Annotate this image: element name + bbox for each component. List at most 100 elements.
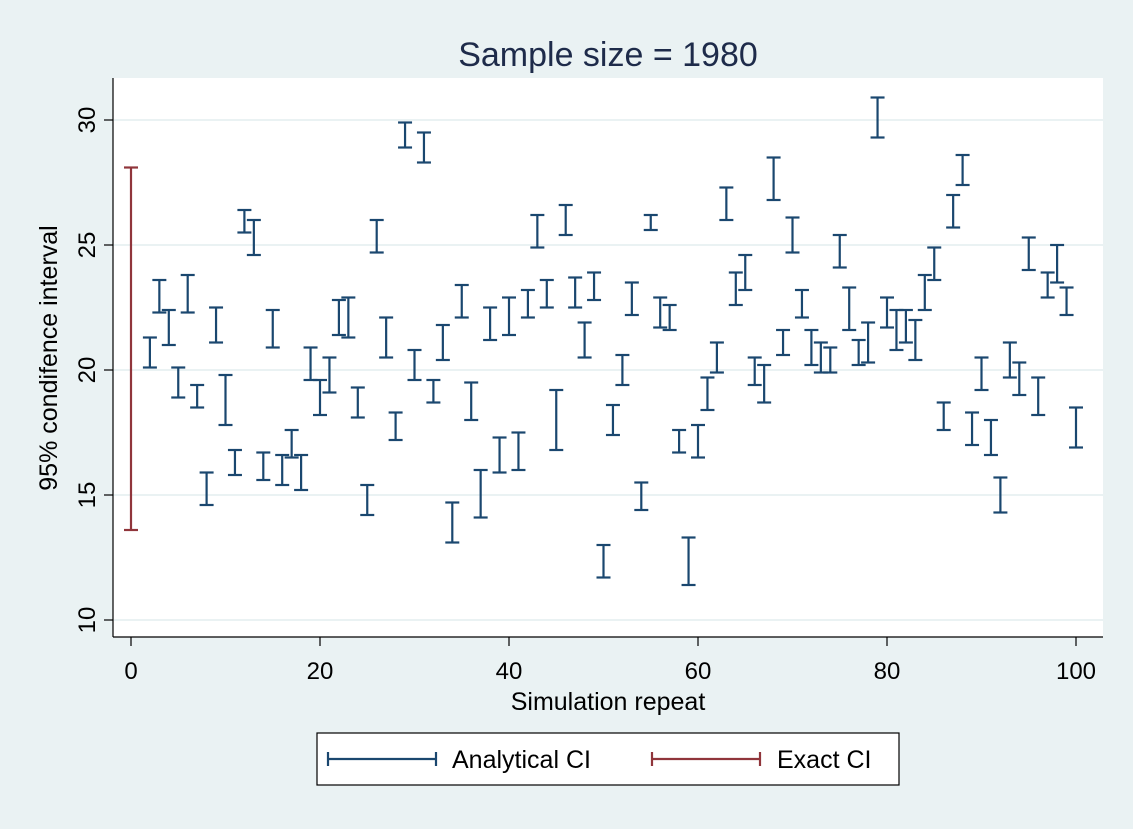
- legend-label: Exact CI: [777, 746, 871, 774]
- analytical-ci-bar: [983, 418, 998, 457]
- analytical-ci-bar: [369, 218, 384, 254]
- x-tick-label: 20: [307, 658, 334, 685]
- analytical-ci-bar: [331, 298, 346, 337]
- analytical-ci-bar: [1031, 376, 1046, 417]
- analytical-ci-bar: [199, 471, 214, 507]
- analytical-ci-bar: [794, 288, 809, 319]
- analytical-ci-bar: [955, 153, 970, 187]
- analytical-ci-bar: [246, 218, 261, 257]
- plot-area: [113, 78, 1103, 637]
- analytical-ci-bar: [530, 213, 545, 249]
- y-axis-ticks: 10 15 20 25 30: [74, 107, 113, 634]
- analytical-ci-bar: [993, 476, 1008, 514]
- x-tick-label: 0: [124, 658, 137, 685]
- chart-title: Sample size = 1980: [458, 36, 758, 74]
- analytical-ci-bar: [502, 296, 516, 337]
- analytical-ci-bar: [681, 536, 696, 587]
- errorbar-marks: [124, 96, 1083, 587]
- analytical-ci-bar: [851, 338, 866, 367]
- analytical-ci-bar: [719, 186, 734, 222]
- analytical-ci-bar: [861, 321, 876, 364]
- analytical-ci-bar: [728, 271, 743, 307]
- analytical-ci-bar: [492, 436, 507, 474]
- analytical-ci-bar: [341, 296, 356, 339]
- analytical-ci-bar: [539, 278, 554, 309]
- analytical-ci-bar: [416, 131, 431, 164]
- analytical-ci-bar: [1040, 271, 1055, 299]
- analytical-ci-bar: [464, 381, 479, 422]
- analytical-ci-bar: [1012, 361, 1027, 397]
- analytical-ci-bar: [284, 428, 299, 459]
- analytical-ci-bar: [776, 328, 791, 357]
- analytical-ci-bar: [804, 328, 819, 367]
- analytical-ci-bar: [388, 411, 403, 442]
- analytical-ci-bar: [643, 213, 658, 232]
- analytical-ci-bar: [350, 386, 365, 419]
- analytical-ci-bar: [237, 208, 252, 234]
- analytical-ci-bar: [662, 303, 677, 332]
- analytical-ci-bar: [672, 428, 687, 454]
- analytical-ci-bar: [917, 273, 932, 312]
- analytical-ci-bar: [142, 336, 157, 369]
- analytical-ci-bar: [152, 278, 167, 314]
- y-tick-label: 30: [74, 107, 101, 134]
- x-tick-label: 80: [874, 658, 901, 685]
- analytical-ci-bar: [360, 483, 375, 517]
- analytical-ci-bar: [407, 348, 422, 382]
- analytical-ci-bar: [823, 346, 838, 374]
- y-tick-label: 10: [74, 607, 101, 634]
- analytical-ci-bar: [709, 341, 724, 374]
- analytical-ci-bar: [927, 246, 942, 282]
- x-tick-label: 100: [1056, 658, 1096, 685]
- analytical-ci-bar: [568, 276, 583, 309]
- y-tick-label: 25: [74, 232, 101, 259]
- analytical-ci-bar: [965, 411, 980, 447]
- analytical-ci-bar: [757, 363, 772, 404]
- analytical-ci-bar: [936, 401, 951, 432]
- analytical-ci-bar: [691, 423, 705, 459]
- gridlines: [113, 119, 1103, 621]
- analytical-ci-bar: [265, 308, 280, 349]
- analytical-ci-bar: [483, 306, 498, 342]
- analytical-ci-bar: [832, 233, 847, 269]
- analytical-ci-bar: [379, 316, 394, 359]
- analytical-ci-bar: [227, 448, 242, 477]
- analytical-ci-bar: [180, 273, 195, 314]
- analytical-ci-bar: [587, 271, 602, 302]
- x-tick-label: 60: [685, 658, 712, 685]
- analytical-ci-bar: [974, 356, 989, 392]
- x-axis-label: Simulation repeat: [511, 688, 706, 716]
- analytical-ci-bar: [700, 376, 715, 412]
- analytical-ci-bar: [577, 321, 592, 359]
- x-axis-ticks: 0 20 40 60 80 100: [124, 637, 1096, 685]
- legend: Analytical CI Exact CI: [316, 732, 900, 786]
- analytical-ci-bar: [171, 366, 186, 399]
- analytical-ci-bar: [218, 373, 233, 427]
- legend-entry: Exact CI: [650, 746, 871, 774]
- analytical-ci-bar: [738, 253, 753, 292]
- analytical-ci-bar: [624, 281, 639, 317]
- analytical-ci-bar: [473, 468, 488, 519]
- analytical-ci-bar: [558, 203, 573, 237]
- analytical-ci-bar: [880, 296, 894, 329]
- analytical-ci-bar: [426, 378, 441, 404]
- analytical-ci-bar: [946, 193, 961, 229]
- analytical-ci-bar: [190, 383, 205, 409]
- analytical-ci-bar: [313, 378, 327, 417]
- analytical-ci-bar: [1021, 236, 1036, 272]
- y-tick-label: 15: [74, 482, 101, 509]
- analytical-ci-bar: [454, 283, 469, 319]
- analytical-ci-bar: [1069, 406, 1083, 449]
- analytical-ci-bar: [256, 451, 271, 482]
- analytical-ci-bar: [275, 453, 290, 487]
- analytical-ci-bar: [549, 388, 564, 452]
- legend-label: Analytical CI: [452, 746, 591, 774]
- analytical-ci-bar: [908, 318, 923, 362]
- analytical-ci-bar: [634, 481, 649, 512]
- analytical-ci-bar: [511, 431, 526, 472]
- analytical-ci-bar: [322, 356, 337, 394]
- analytical-ci-bar: [596, 543, 611, 579]
- analytical-ci-bar: [398, 121, 413, 149]
